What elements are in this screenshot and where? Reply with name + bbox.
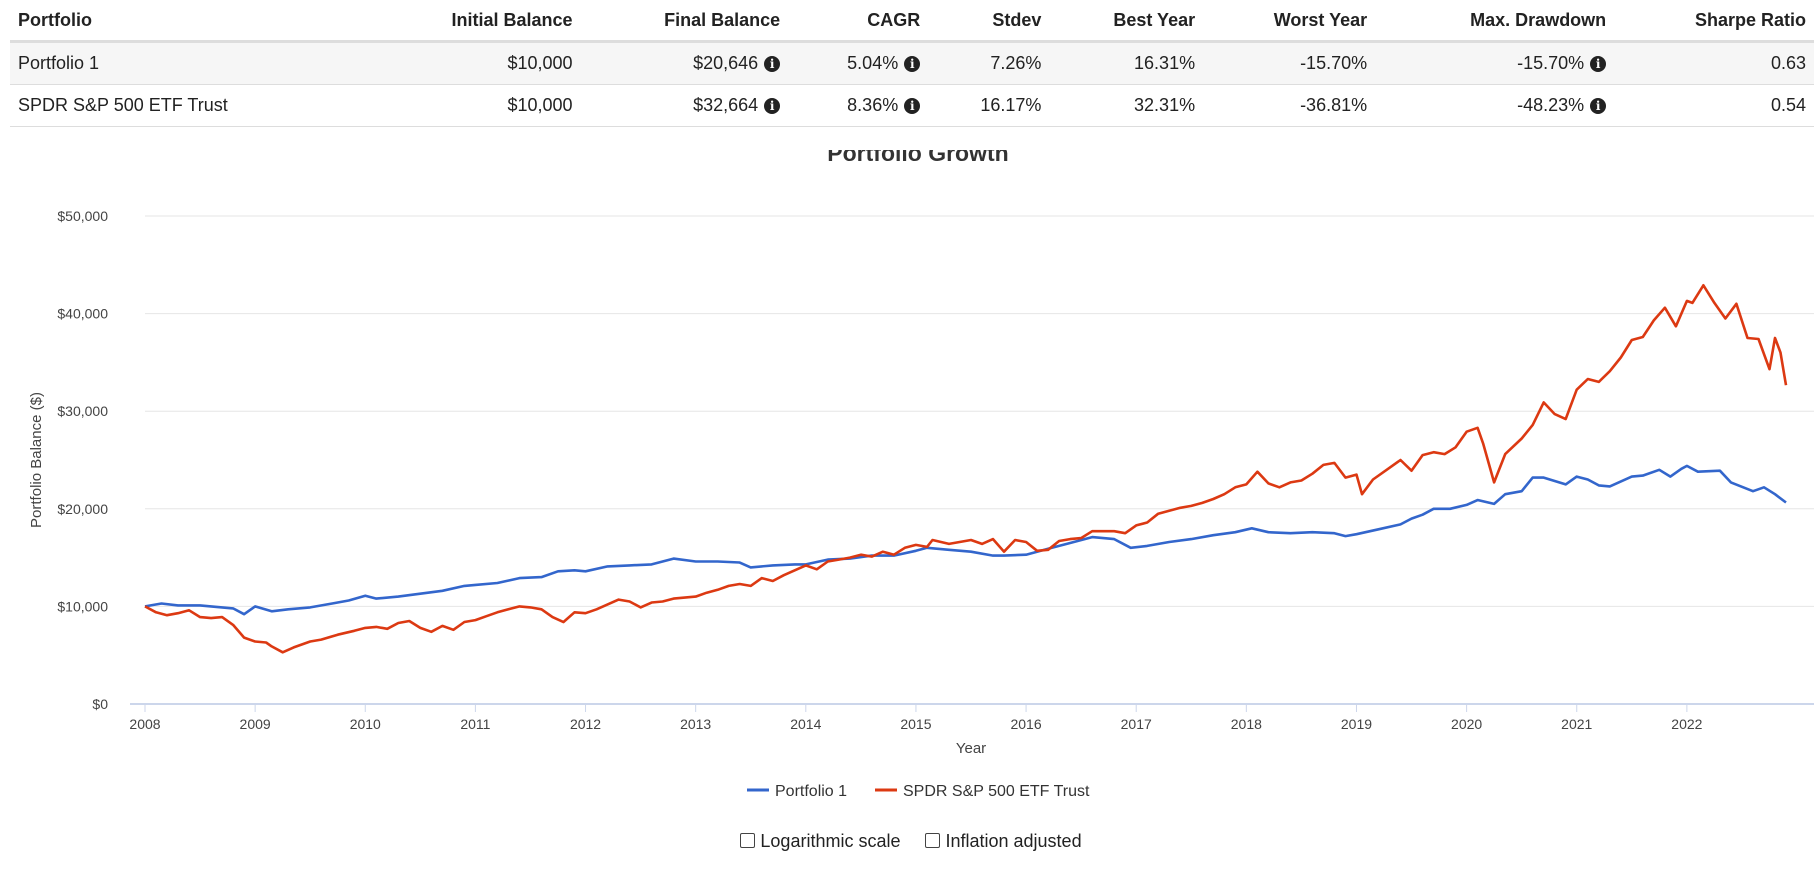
x-tick-label: 2016: [1010, 716, 1041, 732]
cell-worst-year: -36.81%: [1203, 84, 1376, 127]
x-tick-label: 2019: [1341, 716, 1372, 732]
info-icon[interactable]: i: [1590, 98, 1607, 114]
x-tick-label: 2021: [1561, 716, 1592, 732]
col-header-cagr: CAGR: [788, 0, 929, 43]
cell-stdev: 7.26%: [928, 41, 1050, 85]
info-icon[interactable]: i: [904, 56, 921, 72]
log-scale-label: Logarithmic scale: [760, 830, 901, 851]
x-tick-label: 2010: [350, 716, 381, 732]
cell-final-balance: $32,664 i: [580, 84, 789, 127]
inflation-adjusted-label: Inflation adjusted: [945, 830, 1082, 851]
col-header-sharpe-ratio: Sharpe Ratio: [1614, 0, 1814, 43]
col-header-best-year: Best Year: [1049, 0, 1204, 43]
x-tick-label: 2012: [570, 716, 601, 732]
y-tick-label: $20,000: [57, 501, 108, 517]
col-header-max-drawdown: Max. Drawdown: [1375, 0, 1615, 43]
cagr-value: 5.04%: [847, 53, 899, 73]
cell-cagr: 5.04% i: [788, 41, 929, 85]
x-tick-label: 2020: [1451, 716, 1482, 732]
x-tick-label: 2013: [680, 716, 711, 732]
drawdown-value: -48.23%: [1517, 95, 1585, 115]
x-tick-label: 2011: [460, 716, 490, 732]
summary-table: Portfolio Initial Balance Final Balance …: [10, 0, 1814, 127]
x-tick-label: 2008: [129, 716, 160, 732]
table-row: SPDR S&P 500 ETF Trust $10,000 $32,664 i …: [10, 84, 1814, 127]
col-header-worst-year: Worst Year: [1203, 0, 1376, 43]
info-icon[interactable]: i: [764, 98, 781, 114]
legend-label-1: Portfolio 1: [775, 783, 847, 800]
x-tick-label: 2009: [240, 716, 271, 732]
cell-worst-year: -15.70%: [1203, 41, 1376, 85]
log-scale-toggle[interactable]: Logarithmic scale: [740, 831, 900, 852]
log-scale-checkbox[interactable]: [740, 832, 756, 848]
y-tick-label: $40,000: [57, 306, 108, 322]
cell-stdev: 16.17%: [928, 84, 1050, 127]
y-tick-label: $10,000: [57, 598, 108, 614]
col-header-final-balance: Final Balance: [580, 0, 789, 43]
cell-initial-balance: $10,000: [365, 41, 581, 85]
info-icon[interactable]: i: [764, 56, 781, 72]
legend-label-2: SPDR S&P 500 ETF Trust: [903, 783, 1090, 800]
inflation-adjusted-toggle[interactable]: Inflation adjusted: [925, 830, 1082, 852]
info-icon[interactable]: i: [1590, 56, 1607, 72]
chart-title: Portfolio Growth: [827, 150, 1008, 166]
y-axis-label: Portfolio Balance ($): [28, 392, 45, 528]
series-line-2: [144, 284, 1788, 654]
info-icon[interactable]: i: [904, 98, 921, 114]
cell-max-drawdown: -48.23% i: [1375, 84, 1615, 127]
col-header-portfolio: Portfolio: [10, 0, 366, 43]
cell-max-drawdown: -15.70% i: [1375, 41, 1615, 85]
drawdown-value: -15.70%: [1517, 53, 1585, 73]
x-tick-label: 2018: [1231, 716, 1262, 732]
cell-portfolio-name: SPDR S&P 500 ETF Trust: [10, 84, 366, 127]
portfolio-growth-chart: Portfolio Growth $0 $10,000 $20,000 $30,000 $…: [28, 150, 1814, 800]
final-balance-value: $32,664: [693, 95, 759, 115]
final-balance-value: $20,646: [693, 53, 759, 73]
table-row: Portfolio 1 $10,000 $20,646 i 5.04% i 7.26…: [10, 41, 1814, 85]
cell-final-balance: $20,646 i: [580, 41, 789, 85]
chart-options: Logarithmic scale Inflation adjusted: [0, 830, 1814, 852]
y-tick-label: $0: [92, 696, 108, 712]
cell-initial-balance: $10,000: [365, 84, 581, 127]
y-tick-label: $30,000: [57, 403, 108, 419]
cell-best-year: 32.31%: [1049, 84, 1204, 127]
x-tick-label: 2022: [1671, 716, 1702, 732]
cell-best-year: 16.31%: [1049, 41, 1204, 85]
inflation-adjusted-checkbox[interactable]: [925, 832, 941, 848]
table-header-row: Portfolio Initial Balance Final Balance …: [10, 0, 1814, 43]
x-tick-label: 2015: [900, 716, 931, 732]
col-header-initial-balance: Initial Balance: [365, 0, 581, 43]
x-tick-label: 2017: [1121, 716, 1152, 732]
x-tick-label: 2014: [790, 716, 821, 732]
col-header-stdev: Stdev: [928, 0, 1050, 43]
cell-sharpe-ratio: 0.63: [1614, 41, 1814, 85]
cell-cagr: 8.36% i: [788, 84, 929, 127]
y-tick-label: $50,000: [57, 208, 108, 224]
x-axis-label: Year: [956, 740, 986, 757]
cell-sharpe-ratio: 0.54: [1614, 84, 1814, 127]
cell-portfolio-name: Portfolio 1: [10, 41, 366, 85]
cagr-value: 8.36%: [847, 95, 899, 115]
